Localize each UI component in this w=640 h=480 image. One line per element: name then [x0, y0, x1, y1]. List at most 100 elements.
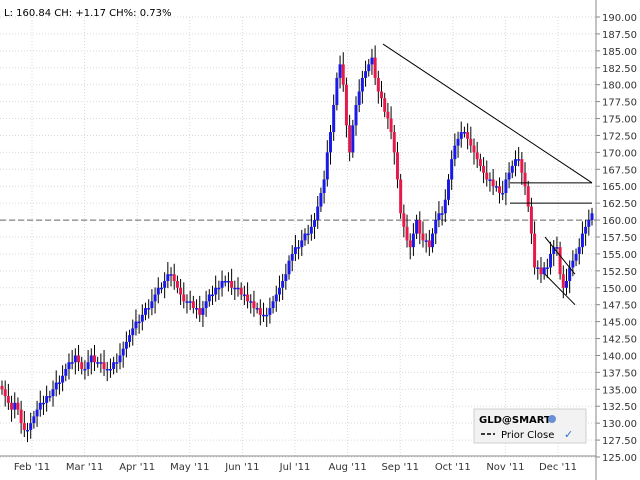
candle-up — [564, 281, 568, 288]
candle-down — [6, 396, 10, 403]
candle-down — [22, 423, 26, 430]
candle-up — [510, 165, 514, 173]
y-tick-label: 125.00 — [602, 453, 637, 464]
y-axis-ticks: 190.00 187.50 185.00 182.50 180.00 177.50 175.… — [596, 13, 637, 464]
candle-up — [108, 369, 112, 371]
candle-up — [204, 301, 208, 309]
candle-down — [389, 118, 393, 133]
y-tick-label: 130.00 — [602, 419, 637, 430]
candle-down — [482, 165, 486, 173]
candle-up — [249, 301, 253, 303]
candle-up — [41, 402, 45, 405]
candle-down — [0, 385, 4, 390]
candle-up — [501, 193, 505, 195]
legend-background — [473, 408, 587, 444]
candle-up — [118, 355, 122, 363]
candle-up — [290, 253, 294, 261]
candle-down — [10, 402, 14, 410]
y-tick-label: 175.00 — [602, 115, 637, 126]
candle-up — [424, 240, 428, 242]
candle-up — [542, 267, 546, 275]
candle-up — [35, 409, 39, 417]
candle-up — [121, 348, 125, 356]
candle-up — [217, 287, 221, 290]
candle-up — [73, 355, 77, 363]
globe-icon[interactable] — [548, 415, 556, 423]
candle-down — [421, 233, 425, 241]
candle-down — [491, 179, 495, 187]
candle-up — [32, 416, 36, 424]
candle-up — [169, 274, 173, 276]
candle-up — [284, 274, 288, 281]
candle-up — [332, 105, 336, 133]
candle-up — [306, 233, 310, 236]
candle-down — [405, 226, 409, 241]
candle-up — [45, 396, 49, 403]
candle-up — [144, 308, 148, 315]
candle-up — [297, 247, 301, 249]
candle-up — [313, 220, 317, 227]
candle-up — [159, 287, 163, 290]
candle-up — [54, 382, 58, 390]
candle-up — [456, 138, 460, 146]
x-tick-label: Mar '11 — [66, 462, 104, 473]
candle-down — [418, 220, 422, 234]
y-tick-label: 135.00 — [602, 385, 637, 396]
candle-up — [453, 145, 457, 160]
y-tick-label: 190.00 — [602, 13, 637, 24]
y-tick-label: 180.00 — [602, 81, 637, 92]
candle-down — [172, 274, 176, 281]
x-tick-label: Oct '11 — [435, 462, 471, 473]
candle-up — [99, 362, 103, 364]
candles — [0, 45, 594, 443]
candle-up — [357, 91, 361, 105]
candle-up — [513, 159, 517, 166]
y-tick-label: 167.50 — [602, 165, 637, 176]
trendlines — [382, 43, 593, 306]
trendline — [544, 273, 576, 306]
candle-down — [252, 301, 256, 309]
candle-up — [360, 77, 364, 92]
candle-down — [16, 402, 20, 410]
candle-up — [70, 362, 74, 364]
y-tick-label: 165.00 — [602, 182, 637, 193]
candle-down — [19, 409, 23, 424]
candle-up — [271, 301, 275, 309]
candle-up — [226, 281, 230, 283]
candle-up — [517, 159, 521, 161]
candle-up — [415, 220, 419, 234]
candle-down — [3, 389, 7, 397]
candle-up — [450, 159, 454, 180]
candle-down — [344, 84, 348, 126]
candle-down — [239, 287, 243, 295]
candle-up — [134, 321, 138, 329]
candle-up — [131, 328, 135, 336]
candle-up — [105, 369, 109, 371]
candle-down — [466, 132, 470, 139]
candle-down — [533, 233, 537, 268]
candle-up — [587, 220, 591, 227]
candle-up — [552, 247, 556, 254]
candle-down — [469, 138, 473, 146]
candle-up — [48, 396, 52, 398]
candle-up — [303, 233, 307, 241]
legend-box[interactable]: GLD@SMART Prior Close ✓ — [473, 408, 587, 444]
candle-down — [92, 355, 96, 363]
candle-up — [319, 193, 323, 207]
candle-up — [128, 335, 132, 342]
candle-down — [341, 64, 345, 85]
candle-up — [86, 362, 90, 369]
candle-up — [29, 423, 33, 430]
candle-up — [293, 247, 297, 254]
candle-up — [440, 213, 444, 215]
candle-down — [399, 179, 403, 214]
candle-up — [195, 308, 199, 310]
candle-up — [140, 314, 144, 322]
y-tick-label: 137.50 — [602, 368, 637, 379]
checkmark-icon[interactable]: ✓ — [564, 428, 573, 441]
candle-up — [494, 186, 498, 188]
candle-down — [408, 240, 412, 248]
y-tick-label: 140.00 — [602, 351, 637, 362]
candle-up — [443, 199, 447, 214]
y-tick-label: 155.00 — [602, 250, 637, 261]
